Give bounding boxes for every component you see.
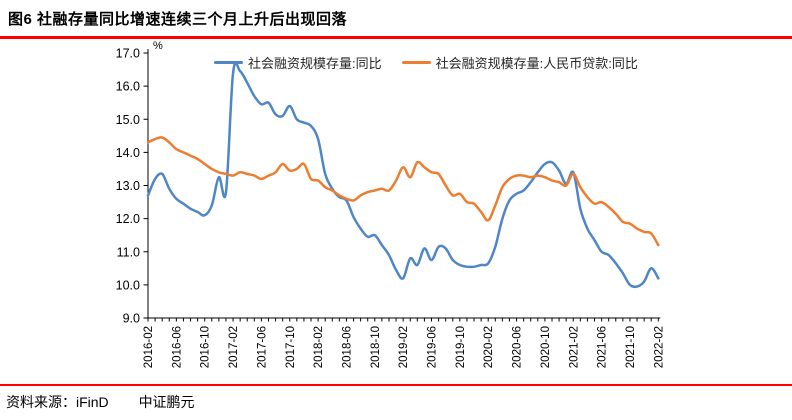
y-tick-label: 10.0 xyxy=(116,278,140,292)
chart-legend: 社会融资规模存量:同比 社会融资规模存量:人民币贷款:同比 xyxy=(214,53,638,72)
x-tick-label: 2018-10 xyxy=(370,326,382,368)
x-tick-label: 2016-02 xyxy=(143,326,155,368)
x-tick-label: 2019-10 xyxy=(455,326,467,368)
legend-item-0: 社会融资规模存量:同比 xyxy=(214,53,382,72)
x-axis: 2016-02 2016-06 2016-10 2017-02 2017-06 2017-… xyxy=(143,318,665,368)
legend-label-1: 社会融资规模存量:人民币贷款:同比 xyxy=(435,56,638,71)
legend-swatch-1 xyxy=(401,61,431,64)
x-tick-label: 2022-02 xyxy=(653,326,665,368)
legend-label-0: 社会融资规模存量:同比 xyxy=(248,56,382,71)
x-tick-label: 2021-06 xyxy=(597,326,609,368)
series-line-0 xyxy=(146,61,660,289)
footer: 资料来源：iFinD 中证鹏元 xyxy=(6,392,195,412)
x-tick-label: 2020-10 xyxy=(540,326,552,368)
y-tick-label: 14.0 xyxy=(116,146,140,160)
y-tick-label: 15.0 xyxy=(116,113,140,127)
x-tick-label: 2017-06 xyxy=(256,326,268,368)
x-tick-label: 2021-02 xyxy=(568,326,580,368)
x-tick-label: 2017-02 xyxy=(228,326,240,368)
y-axis: 17.0 16.0 15.0 14.0 13.0 12.0 11.0 10.0 9.0% xyxy=(116,40,163,326)
x-tick-label: 2016-06 xyxy=(171,326,183,368)
figure-title: 图6 社融存量同比增速连续三个月上升后出现回落 xyxy=(8,11,348,28)
company-name: 中证鹏元 xyxy=(138,394,195,410)
legend-swatch-0 xyxy=(214,61,243,64)
x-tick-label: 2020-06 xyxy=(512,326,524,368)
y-tick-label: 13.0 xyxy=(116,179,140,193)
source-label: 资料来源：iFinD xyxy=(6,394,109,410)
y-tick-label: 11.0 xyxy=(117,245,140,259)
x-tick-label: 2016-10 xyxy=(200,326,212,368)
title-rule xyxy=(0,36,792,39)
y-tick-label: 12.0 xyxy=(116,212,140,226)
x-tick-label: 2018-02 xyxy=(313,326,325,368)
legend-item-1: 社会融资规模存量:人民币贷款:同比 xyxy=(401,53,638,72)
y-tick-label: 9.0 xyxy=(123,312,140,326)
series-line-1 xyxy=(146,136,660,247)
x-tick-label: 2019-06 xyxy=(427,326,439,368)
x-tick-label: 2021-10 xyxy=(625,326,637,368)
y-tick-label: 17.0 xyxy=(116,47,140,61)
footer-rule xyxy=(0,384,792,386)
y-axis-unit: % xyxy=(153,40,163,52)
x-tick-label: 2017-10 xyxy=(285,326,297,368)
y-tick-label: 16.0 xyxy=(116,80,140,94)
x-tick-label: 2020-02 xyxy=(483,326,495,368)
x-tick-label: 2019-02 xyxy=(398,326,410,368)
x-tick-label: 2018-06 xyxy=(341,326,353,368)
